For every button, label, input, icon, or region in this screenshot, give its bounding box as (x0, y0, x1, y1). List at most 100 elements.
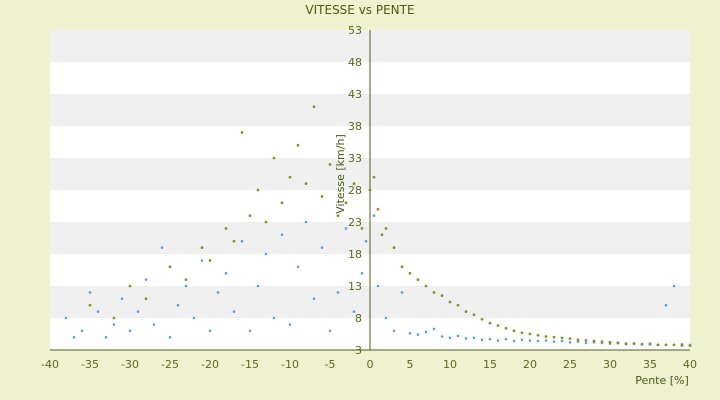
data-point (576, 338, 580, 342)
chart-title: VITESSE vs PENTE (305, 3, 414, 17)
x-tick-label: 20 (523, 358, 537, 371)
y-tick-label: 28 (348, 184, 362, 197)
data-point (344, 227, 348, 230)
data-point (440, 335, 444, 338)
data-point (512, 329, 516, 333)
data-point (352, 310, 356, 313)
data-point (496, 339, 500, 342)
data-point (312, 297, 316, 301)
data-point (400, 265, 404, 269)
data-point (376, 207, 380, 211)
data-point (144, 278, 148, 281)
data-point (472, 313, 476, 317)
data-point (456, 334, 460, 338)
y-axis-title: Vitesse [km/h] (334, 134, 347, 214)
data-point (488, 337, 492, 341)
y-tick-label: 18 (348, 248, 362, 261)
data-point (224, 271, 228, 275)
data-point (168, 335, 172, 339)
data-point (288, 323, 292, 326)
data-point (112, 316, 116, 320)
data-point (536, 339, 540, 343)
series-olive (88, 105, 692, 347)
data-point (528, 339, 532, 342)
data-point (152, 323, 156, 326)
data-point (272, 156, 276, 160)
data-point (648, 342, 652, 346)
data-point (128, 284, 132, 288)
data-point (216, 291, 220, 294)
x-tick-label: 5 (407, 358, 414, 371)
data-point (392, 246, 396, 250)
data-point (360, 227, 364, 230)
data-point (296, 143, 300, 147)
x-tick-label: -10 (281, 358, 299, 371)
data-point (448, 336, 452, 340)
data-point (632, 342, 636, 345)
data-point (600, 340, 604, 344)
data-point (160, 246, 164, 249)
data-point (380, 233, 384, 237)
data-point (248, 329, 252, 333)
data-point (128, 329, 132, 333)
data-point (424, 284, 428, 288)
data-point (688, 344, 692, 347)
data-point (608, 340, 612, 344)
y-tick-label: 53 (348, 24, 362, 37)
x-tick-label: -35 (81, 358, 99, 371)
data-point (464, 310, 468, 313)
data-point (304, 220, 308, 224)
data-point (384, 316, 388, 320)
data-point (528, 332, 532, 336)
data-point (440, 294, 444, 297)
data-point (664, 343, 668, 347)
data-point (680, 344, 684, 347)
data-point (432, 327, 436, 331)
y-tick-label: 13 (348, 280, 362, 293)
x-tick-label: -5 (325, 358, 336, 371)
data-point (320, 246, 324, 249)
data-point (184, 278, 188, 281)
x-tick-label: 25 (563, 358, 577, 371)
x-tick-label: 30 (603, 358, 617, 371)
data-point (336, 214, 340, 218)
data-point (408, 332, 412, 335)
data-point (656, 343, 660, 347)
data-point (232, 239, 236, 243)
y-tick-label: 33 (348, 152, 362, 165)
data-point (416, 278, 420, 281)
data-point (320, 195, 324, 198)
data-point (416, 333, 420, 336)
data-point (392, 329, 396, 333)
data-point (344, 201, 348, 205)
data-point (136, 310, 140, 313)
x-tick-label: 10 (443, 358, 457, 371)
data-point (480, 338, 484, 342)
data-point (672, 284, 676, 288)
data-point (372, 214, 376, 217)
data-point (296, 265, 300, 269)
data-point (232, 310, 236, 313)
data-point (520, 338, 524, 342)
data-point (448, 300, 452, 304)
data-point (568, 341, 572, 344)
x-tick-label: 40 (683, 358, 697, 371)
data-point (400, 291, 404, 294)
data-point (472, 336, 476, 340)
x-tick-label: -25 (161, 358, 179, 371)
data-point (536, 333, 540, 337)
x-tick-label: -30 (121, 358, 139, 371)
data-point (184, 284, 188, 288)
data-point (424, 330, 428, 334)
data-point (584, 341, 588, 345)
data-point (200, 259, 204, 262)
data-point (504, 337, 508, 341)
data-point (488, 321, 492, 325)
data-point (384, 227, 388, 230)
data-point (264, 252, 268, 256)
data-point (224, 227, 228, 230)
data-point (464, 337, 468, 340)
data-point (256, 188, 260, 192)
data-point (144, 297, 148, 301)
